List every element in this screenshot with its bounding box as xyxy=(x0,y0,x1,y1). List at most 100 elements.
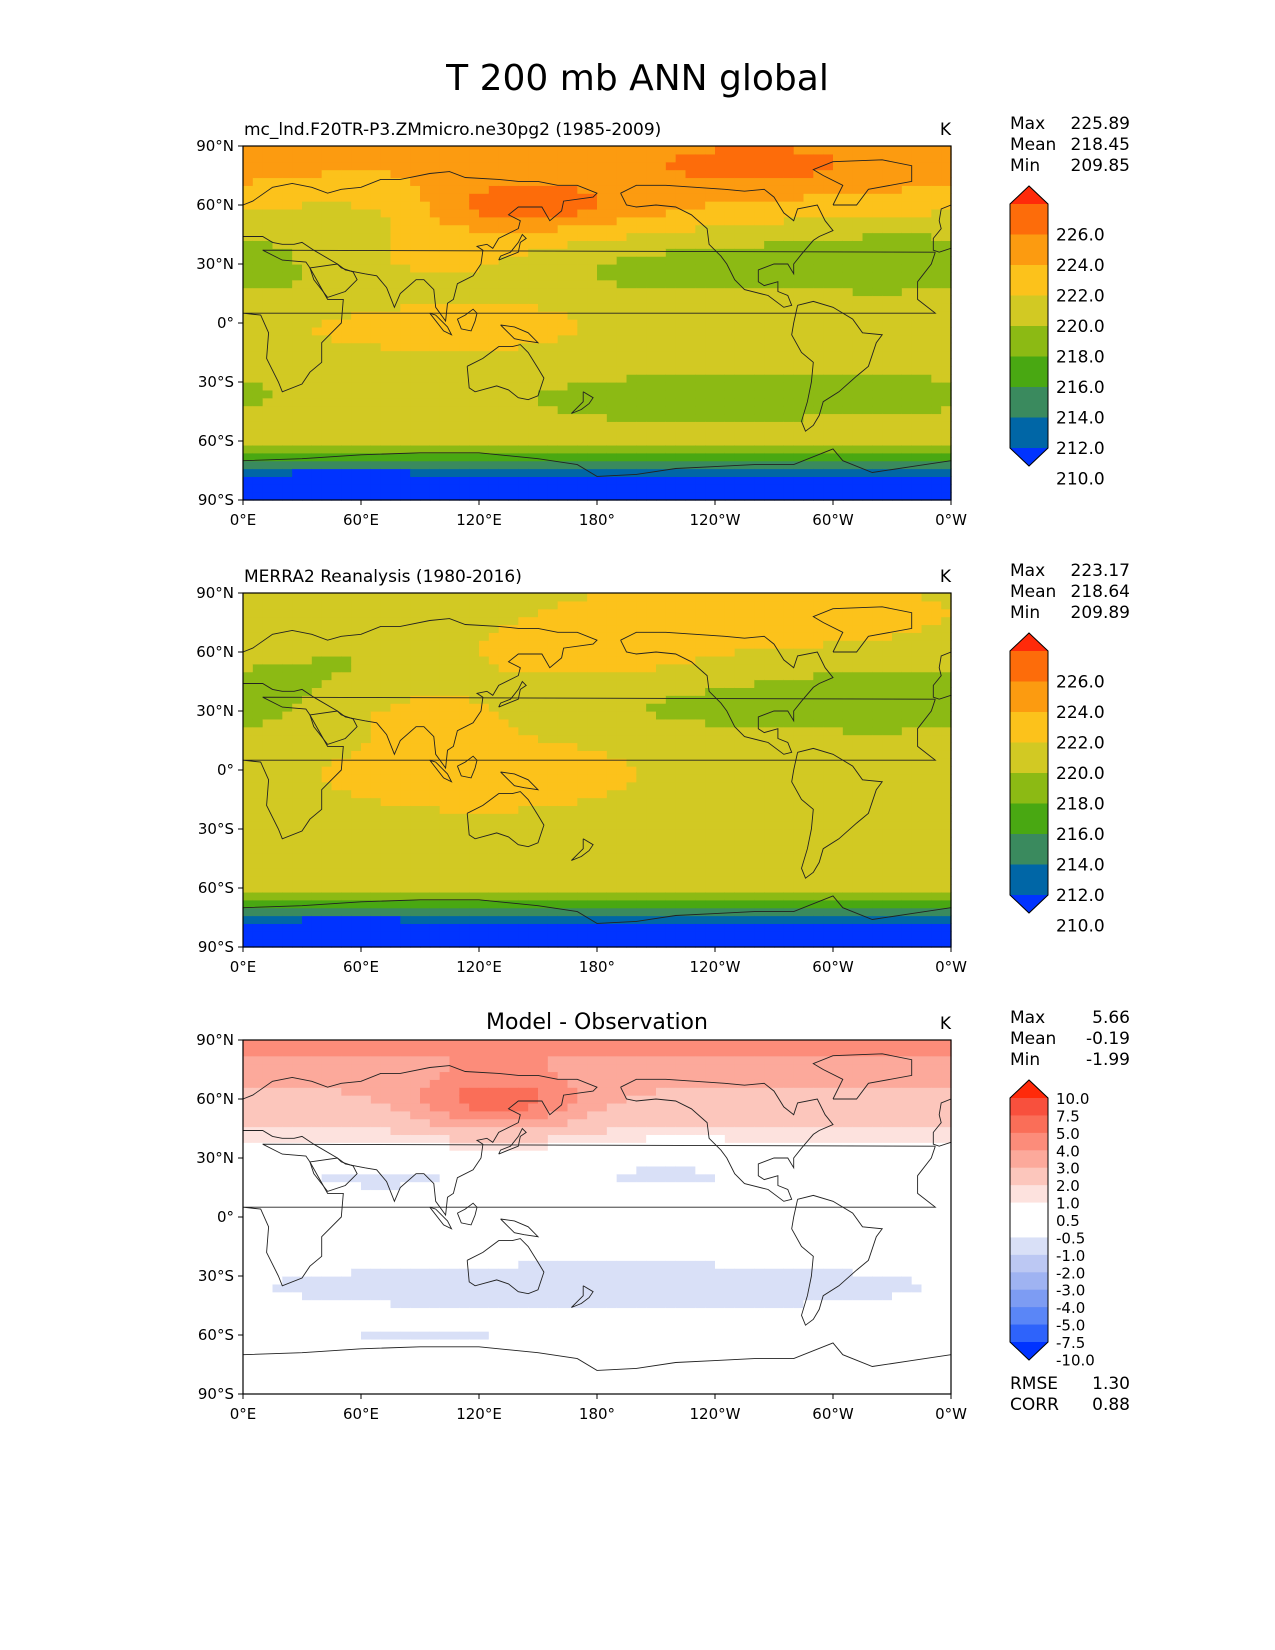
contour-cell xyxy=(459,153,470,163)
contour-cell xyxy=(547,734,559,744)
contour-cell xyxy=(528,492,539,501)
contour-cell xyxy=(292,695,303,704)
contour-cell xyxy=(597,460,608,470)
contour-cell xyxy=(685,382,696,391)
contour-cell xyxy=(459,860,470,869)
contour-cell xyxy=(518,232,529,241)
contour-cell xyxy=(479,593,490,602)
contour-cell xyxy=(547,405,559,415)
contour-cell xyxy=(262,397,274,407)
contour-cell xyxy=(390,829,401,838)
contour-cell xyxy=(508,593,519,602)
contour-cell xyxy=(587,907,598,917)
contour-cell xyxy=(351,342,362,352)
contour-cell xyxy=(518,153,529,163)
contour-cell xyxy=(774,146,785,155)
contour-cell xyxy=(272,224,283,234)
contour-cell xyxy=(577,907,588,917)
contour-cell xyxy=(292,640,303,649)
contour-cell xyxy=(311,923,323,932)
contour-cell xyxy=(675,169,687,179)
contour-cell xyxy=(282,405,293,415)
contour-cell xyxy=(852,256,864,265)
contour-cell xyxy=(538,687,549,696)
contour-cell xyxy=(311,789,323,799)
contour-cell xyxy=(331,655,342,665)
contour-cell xyxy=(449,366,460,375)
contour-cell xyxy=(567,358,578,367)
contour-cell xyxy=(449,216,460,226)
contour-cell xyxy=(282,429,293,438)
contour-cell xyxy=(243,829,254,838)
contour-cell xyxy=(361,805,372,814)
contour-cell xyxy=(311,413,323,422)
contour-cell xyxy=(341,169,352,179)
contour-cell xyxy=(911,177,923,186)
contour-cell xyxy=(833,342,844,352)
contour-cell xyxy=(469,593,480,602)
contour-cell xyxy=(626,429,637,438)
contour-cell xyxy=(567,429,578,438)
contour-cell xyxy=(361,358,372,367)
contour-cell xyxy=(410,169,421,179)
map-panel-1: 90°N60°N30°N0°30°S60°S90°S0°E 60°E 120°E 18… xyxy=(196,114,1130,529)
contour-cell xyxy=(459,460,470,470)
contour-cell xyxy=(724,279,736,289)
contour-cell xyxy=(685,193,696,202)
contour-cell xyxy=(262,844,274,854)
contour-cell xyxy=(528,773,539,783)
contour-cell xyxy=(282,758,293,767)
contour-cell xyxy=(597,271,608,281)
contour-cell xyxy=(400,797,411,806)
contour-cell xyxy=(400,884,411,893)
contour-cell xyxy=(724,405,736,415)
contour-cell xyxy=(744,429,755,438)
contour-cell xyxy=(744,382,755,391)
contour-cell xyxy=(302,484,313,493)
contour-cell xyxy=(341,366,352,375)
contour-cell xyxy=(872,224,883,234)
contour-cell xyxy=(705,437,716,446)
contour-cell xyxy=(341,334,352,344)
contour-cell xyxy=(292,624,303,633)
contour-cell xyxy=(793,240,805,249)
contour-cell xyxy=(538,452,549,462)
colorbar-extend-bottom xyxy=(1010,448,1048,466)
contour-cell xyxy=(292,766,303,775)
contour-cell xyxy=(292,161,303,171)
contour-cell xyxy=(774,240,785,249)
contour-cell xyxy=(587,758,598,767)
contour-cell xyxy=(380,153,392,163)
contour-cell xyxy=(302,279,313,289)
contour-cell xyxy=(833,397,844,407)
contour-cell xyxy=(803,484,814,493)
contour-cell xyxy=(646,146,657,155)
contour-cell xyxy=(606,224,618,234)
contour-cell xyxy=(331,899,342,909)
contour-cell xyxy=(272,750,283,759)
contour-cell xyxy=(439,939,451,948)
contour-cell xyxy=(311,679,323,688)
contour-cell xyxy=(793,484,805,493)
contour-cell xyxy=(557,923,569,932)
contour-cell xyxy=(665,326,677,336)
contour-cell xyxy=(813,452,824,462)
contour-cell xyxy=(705,397,716,407)
contour-cell xyxy=(361,891,372,901)
contour-cell xyxy=(400,718,411,728)
contour-cell xyxy=(597,789,608,799)
contour-cell xyxy=(901,256,913,265)
contour-cell xyxy=(488,397,500,407)
contour-cell xyxy=(361,773,372,783)
contour-cell xyxy=(410,468,421,477)
contour-cell xyxy=(567,256,578,265)
contour-cell xyxy=(282,216,293,226)
contour-cell xyxy=(606,358,618,367)
contour-cell xyxy=(272,773,283,783)
contour-cell xyxy=(685,374,696,383)
contour-cell xyxy=(449,201,460,210)
contour-cell xyxy=(567,460,578,470)
contour-cell xyxy=(420,884,431,893)
contour-cell xyxy=(361,248,372,257)
contour-cell xyxy=(469,232,480,241)
